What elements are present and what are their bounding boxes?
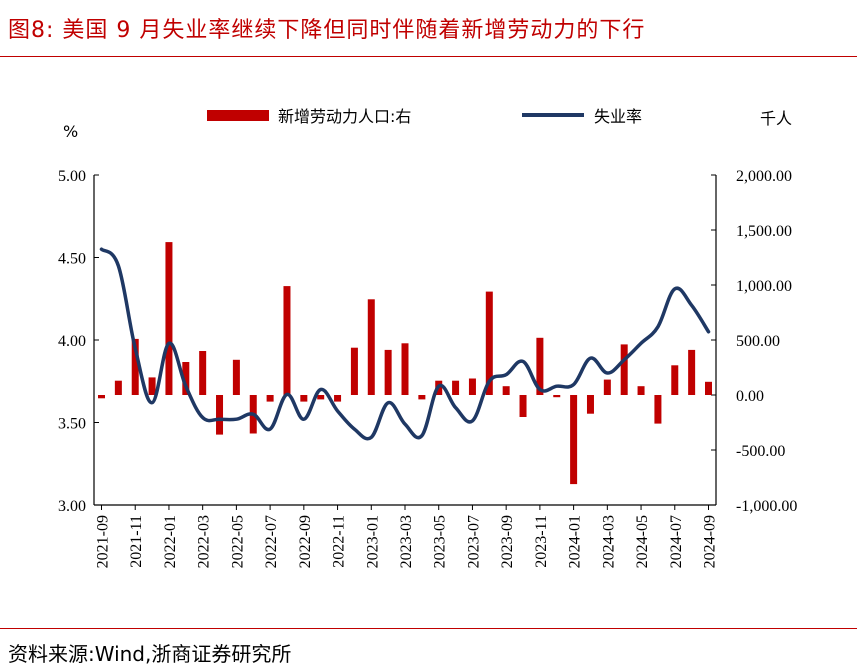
figure-title: 图8: 美国 9 月失业率继续下降但同时伴随着新增劳动力的下行 (8, 18, 646, 43)
bar-2024-07 (671, 365, 679, 395)
legend-line-label: 失业率 (594, 107, 642, 126)
bar-2021-12 (148, 377, 156, 395)
x-tick-label: 2024-03 (600, 515, 617, 568)
bar-2024-03 (603, 379, 611, 395)
combo-chart: 3.00 3.50 4.00 4.50 5.00 -1,000.00 -500.00 0.0… (58, 107, 797, 568)
bar-2023-01 (367, 299, 375, 395)
x-tick-label: 2023-11 (533, 515, 550, 568)
source-rule (0, 628, 857, 629)
legend: 新增劳动力人口:右 失业率 (207, 107, 642, 126)
x-tick-label: 2024-09 (702, 515, 719, 568)
x-tick-label: 2022-09 (297, 515, 314, 568)
bar-2023-09 (502, 386, 510, 395)
x-tick-label: 2022-03 (196, 515, 213, 568)
right-tick-label: 0.00 (736, 388, 764, 405)
bar-2023-04 (418, 395, 426, 400)
left-tick-label: 4.50 (58, 251, 86, 268)
x-tick-label: 2024-05 (634, 515, 651, 568)
bar-2022-11 (334, 395, 342, 402)
x-tick-label: 2023-03 (398, 515, 415, 568)
bar-2022-10 (317, 395, 325, 400)
bar-series (98, 242, 712, 485)
bar-2023-12 (553, 395, 561, 398)
right-tick-label: 1,000.00 (736, 278, 792, 295)
x-tick-label: 2023-07 (465, 515, 482, 568)
x-tick-label: 2023-05 (432, 515, 449, 568)
bar-2021-09 (98, 395, 105, 399)
bar-2023-10 (519, 395, 527, 417)
right-tick-label: -1,000.00 (736, 498, 797, 515)
right-unit-label: 千人 (760, 109, 792, 128)
x-tick-label: 2023-01 (364, 515, 381, 568)
bar-2022-02 (182, 362, 190, 395)
right-tick-label: -500.00 (736, 443, 785, 460)
bar-2023-02 (384, 349, 392, 395)
x-tick-label: 2024-01 (567, 515, 584, 568)
unemployment-line (99, 247, 711, 441)
bar-2023-06 (452, 380, 460, 395)
left-unit-label: % (63, 122, 78, 141)
x-tick-label: 2022-05 (229, 515, 246, 568)
bar-2023-08 (485, 291, 493, 395)
bar-2023-03 (401, 343, 409, 395)
left-tick-label: 5.00 (58, 168, 86, 185)
bar-2024-05 (637, 386, 645, 395)
bar-2021-11 (131, 338, 139, 395)
right-tick-label: 2,000.00 (736, 168, 792, 185)
bar-2024-08 (688, 349, 696, 395)
bar-2024-02 (586, 395, 594, 414)
title-rule (0, 56, 857, 57)
legend-bar-swatch (207, 110, 269, 121)
bar-2022-05 (232, 359, 240, 395)
bar-2023-11 (536, 337, 544, 395)
x-tick-label: 2023-09 (499, 515, 516, 568)
bar-2022-01 (165, 242, 173, 395)
bar-2022-08 (283, 286, 291, 395)
left-tick-label: 3.50 (58, 416, 86, 433)
source-note: 资料来源:Wind,浙商证券研究所 (8, 642, 292, 666)
left-tick-label: 3.00 (58, 498, 86, 515)
x-tick-label: 2022-01 (162, 515, 179, 568)
left-tick-label: 4.00 (58, 333, 86, 350)
bar-2024-09 (705, 381, 712, 395)
x-axis: 2021-09 2021-11 2022-01 2022-03 2022-05 2022-… (94, 504, 719, 568)
x-tick-label: 2021-09 (95, 515, 112, 568)
x-tick-label: 2022-11 (331, 515, 348, 568)
bar-2024-06 (654, 395, 662, 424)
right-tick-label: 500.00 (736, 333, 780, 350)
line-series (99, 247, 711, 441)
bar-2022-09 (300, 395, 308, 402)
bar-2022-12 (350, 347, 358, 395)
bar-2022-03 (199, 351, 207, 395)
x-tick-label: 2022-07 (263, 515, 280, 568)
bar-2023-07 (468, 378, 476, 395)
bar-2024-04 (620, 344, 628, 395)
right-axis: -1,000.00 -500.00 0.00 500.00 1,000.00 1,500.… (711, 168, 797, 515)
bar-2024-01 (570, 395, 578, 485)
bar-2021-10 (114, 380, 122, 395)
right-tick-label: 1,500.00 (736, 223, 792, 240)
bar-2022-04 (216, 395, 224, 435)
bar-2022-07 (266, 395, 274, 402)
legend-bar-label: 新增劳动力人口:右 (278, 107, 411, 126)
x-tick-label: 2024-07 (668, 515, 685, 568)
left-axis: 3.00 3.50 4.00 4.50 5.00 (58, 168, 99, 515)
x-tick-label: 2021-11 (128, 515, 145, 568)
